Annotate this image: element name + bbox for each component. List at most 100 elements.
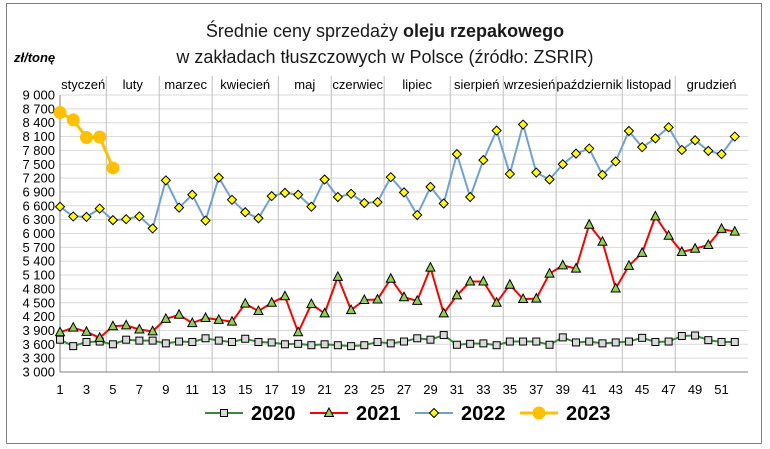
data-point xyxy=(373,337,382,346)
y-tick-label: 8 400 xyxy=(22,115,55,130)
y-tick-label: 8 700 xyxy=(22,101,55,116)
data-point xyxy=(611,338,620,347)
data-point xyxy=(400,337,408,346)
x-tick-label: 47 xyxy=(661,382,675,397)
month-label: grudzień xyxy=(687,77,737,92)
data-point xyxy=(253,304,264,316)
y-tick-label: 3 000 xyxy=(22,365,55,380)
x-tick-label: 9 xyxy=(162,382,169,397)
x-tick-label: 25 xyxy=(370,382,384,397)
y-tick-label: 7 800 xyxy=(22,143,55,158)
data-point xyxy=(214,336,223,345)
data-point xyxy=(372,293,383,304)
data-point xyxy=(241,334,250,343)
series-2023 xyxy=(53,106,120,175)
data-point xyxy=(107,320,119,331)
data-point xyxy=(160,175,172,186)
series-line xyxy=(59,215,736,339)
month-label: kwiecień xyxy=(220,77,270,92)
data-point xyxy=(226,315,238,326)
data-point xyxy=(173,202,185,213)
legend-label: 2022 xyxy=(461,403,506,425)
data-point xyxy=(704,336,713,345)
data-point xyxy=(319,174,330,185)
data-point xyxy=(68,211,79,222)
data-point xyxy=(676,144,688,156)
x-tick-label: 23 xyxy=(344,382,358,397)
data-point xyxy=(213,313,225,324)
x-tick-label: 39 xyxy=(556,382,570,397)
data-point xyxy=(135,336,144,345)
data-point xyxy=(333,341,342,350)
data-point xyxy=(636,246,648,257)
x-tick-label: 31 xyxy=(450,382,464,397)
month-label: listopad xyxy=(626,77,671,92)
data-point xyxy=(94,331,106,342)
data-point xyxy=(220,409,228,417)
data-point xyxy=(385,171,396,183)
data-point xyxy=(148,336,157,345)
data-point xyxy=(664,337,673,346)
data-point xyxy=(186,316,198,328)
data-point xyxy=(294,339,303,348)
data-point xyxy=(531,167,542,178)
data-point xyxy=(519,337,528,346)
month-label: wrzesień xyxy=(503,77,555,92)
data-point xyxy=(106,161,120,175)
data-point xyxy=(254,337,263,346)
data-point xyxy=(570,262,582,273)
x-tick-label: 13 xyxy=(212,382,226,397)
data-point xyxy=(66,113,80,127)
data-point xyxy=(610,156,621,167)
data-point xyxy=(160,312,172,323)
data-point xyxy=(651,337,660,346)
data-point xyxy=(532,406,546,420)
data-point xyxy=(359,197,370,209)
data-point xyxy=(597,235,608,246)
data-point xyxy=(532,337,541,346)
data-point xyxy=(412,209,423,221)
data-point xyxy=(306,201,317,212)
x-tick-label: 45 xyxy=(635,382,649,397)
data-point xyxy=(730,337,739,346)
month-bands: styczeń luty marzec kwiecień maj czerwiec lipi… xyxy=(61,76,737,372)
data-point xyxy=(53,106,67,120)
data-point xyxy=(279,187,291,199)
x-tick-label: 21 xyxy=(317,382,331,397)
data-point xyxy=(54,201,66,212)
y-tick-label: 3 900 xyxy=(22,323,55,338)
data-point xyxy=(689,242,701,253)
series-lines xyxy=(53,106,741,351)
data-point xyxy=(557,159,568,170)
gridlines xyxy=(60,94,748,373)
data-point xyxy=(411,294,423,305)
data-point xyxy=(597,169,608,181)
data-point xyxy=(623,259,635,270)
data-point xyxy=(200,311,211,322)
x-tick-label: 37 xyxy=(529,382,543,397)
data-point xyxy=(504,278,516,289)
data-point xyxy=(425,261,436,272)
y-tick-label: 6 000 xyxy=(22,226,55,241)
data-point xyxy=(624,337,633,346)
data-point xyxy=(598,339,607,348)
x-tick-label: 27 xyxy=(397,382,411,397)
data-point xyxy=(610,282,622,293)
data-point xyxy=(428,407,440,419)
data-point xyxy=(332,270,344,281)
data-point xyxy=(107,214,119,226)
data-point xyxy=(491,296,502,307)
data-point xyxy=(79,130,93,144)
data-point xyxy=(81,325,92,336)
data-point xyxy=(120,319,132,330)
data-point xyxy=(213,172,224,183)
data-point xyxy=(663,229,674,240)
data-point xyxy=(650,210,661,221)
y-tick-label: 6 600 xyxy=(22,198,55,213)
x-tick-label: 35 xyxy=(503,382,517,397)
data-point xyxy=(491,125,502,136)
data-point xyxy=(717,337,726,346)
y-tick-label: 3 600 xyxy=(22,337,55,352)
data-point xyxy=(122,335,131,344)
